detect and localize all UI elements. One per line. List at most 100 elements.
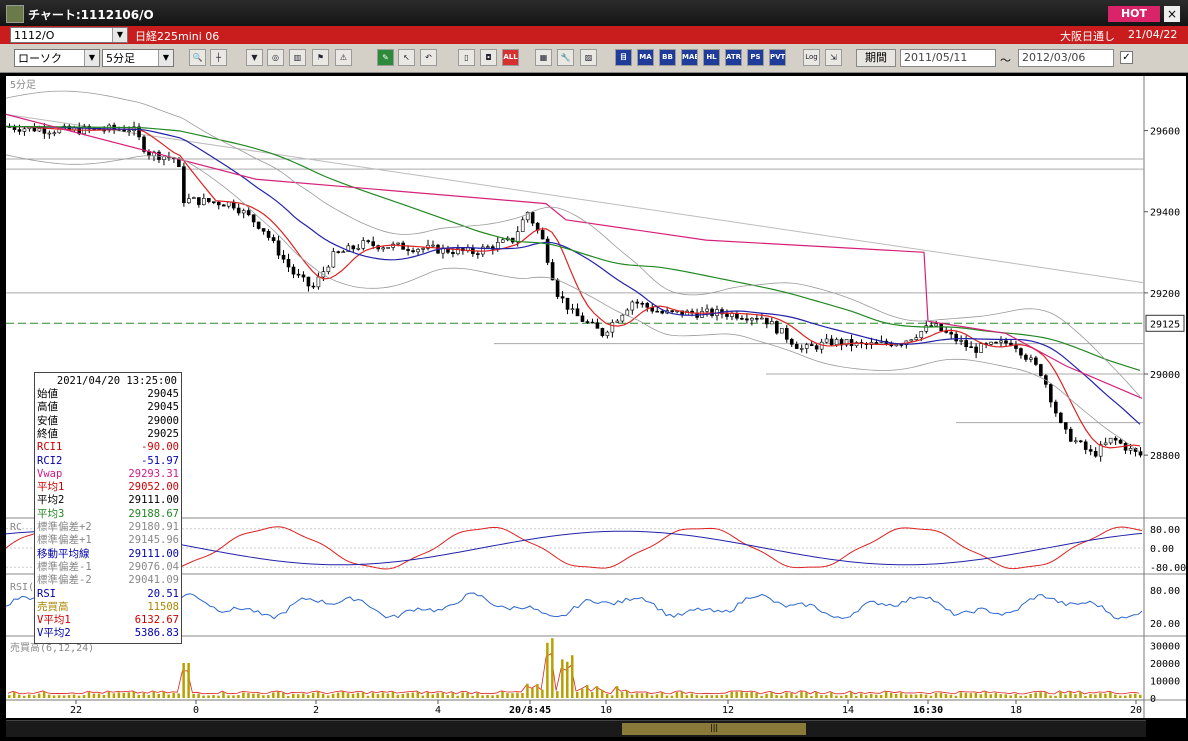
volume-bar [282,692,285,698]
all-button[interactable]: ALL [502,49,519,66]
candle-body [640,302,645,305]
candle-body [281,254,286,260]
candle-box-icon[interactable]: ▯ [458,49,475,66]
search-icon[interactable]: 🔍 [189,49,206,66]
candle-body [162,156,166,160]
volume-bar [122,692,126,698]
symbol-bar: 1112/O ▼ 日経225mini 06 大阪日通し 21/04/22 [0,26,1188,44]
indicator-pvt-button[interactable]: PVT [769,49,786,66]
chart-canvas[interactable]: 29600 29400 29200 29000 28800 29125 80.00 0.00 -… [5,76,1186,718]
volume-bar [655,694,659,698]
info-datetime: 2021/04/20 13:25:00 [56,375,177,387]
cursor-icon[interactable]: ↖ [398,49,415,66]
indicator-ps-button[interactable]: PS [747,49,764,66]
undo-icon[interactable]: ↶ [420,49,437,66]
volume-bar [605,693,609,698]
candle-body [336,251,341,253]
hot-button[interactable]: HOT [1108,6,1160,22]
close-button[interactable]: × [1164,6,1180,22]
palette-icon[interactable]: ▨ [580,49,597,66]
symbol-select[interactable]: 1112/O ▼ [10,27,128,43]
candle-body [804,344,809,349]
candle-body [1123,443,1128,451]
volume-bar [1099,693,1102,698]
indicator-ma-button[interactable]: MA [637,49,654,66]
export-icon[interactable]: ⇲ [825,49,842,66]
volume-bar [92,693,96,698]
flag-icon[interactable]: ⚑ [312,49,329,66]
volume-bar [964,692,968,698]
indicator-ichimoku-button[interactable]: 目 [615,49,632,66]
candle-body [386,247,390,249]
scrollbar-thumb[interactable] [622,723,806,735]
alert-icon[interactable]: ⚠ [335,49,352,66]
wrench-icon[interactable]: 🔧 [557,49,574,66]
volume-bar [566,661,569,698]
indicator-bb-button[interactable]: BB [659,49,676,66]
volume-bar [326,695,330,698]
volume-bar [640,693,644,698]
chart-area[interactable]: 29600 29400 29200 29000 28800 29125 80.00 0.00 -… [5,76,1186,718]
volume-bar [795,695,798,698]
rci1-line [5,525,1143,570]
pin-icon[interactable]: ▼ [246,49,263,66]
volume-bar [695,695,699,698]
period-button[interactable]: 期間 [856,49,896,67]
candle-body [999,340,1003,343]
timeframe-select[interactable]: 5分足 ▼ [102,49,174,67]
candle-body [969,346,973,348]
indicator-mae-button[interactable]: MAE [681,49,698,66]
pane-label: RC [10,522,22,533]
candle-dot-icon[interactable]: ◘ [480,49,497,66]
candle-body [849,339,854,347]
info-row-value: 29045 [147,401,179,414]
candle-body [914,337,919,340]
volume-bar [177,693,180,698]
zoom-icon[interactable]: ◎ [267,49,284,66]
volume-bar [311,692,315,698]
date-from-field[interactable]: 2011/05/11 [900,49,996,67]
candle-body [326,266,331,272]
volume-bar [516,692,519,698]
pencil-icon[interactable]: ✎ [377,49,394,66]
volume-bar [894,693,898,698]
indicator-hl-button[interactable]: HL [703,49,720,66]
candle-body [241,210,246,214]
crosshair-icon[interactable]: ┼ [210,49,227,66]
volume-bar [182,663,185,698]
chevron-down-icon[interactable]: ▼ [84,50,99,66]
info-row-value: 20.51 [147,587,179,600]
log-scale-button[interactable]: Log [803,49,820,66]
time-scrollbar[interactable]: ||| [6,720,1146,737]
bars-icon[interactable]: ▥ [289,49,306,66]
volume-bar [257,693,260,698]
scrollbar-grip-icon[interactable]: ||| [710,723,719,732]
volume-bar [994,692,998,698]
info-row-label: 移動平均線 [37,547,90,560]
chevron-down-icon[interactable]: ▼ [158,50,173,66]
volume-bar [222,692,225,698]
candle-body [954,333,958,342]
chart-type-select[interactable]: ローソク ▼ [14,49,100,67]
apply-checkbox[interactable]: ✓ [1120,51,1133,64]
rci-tick-label: 80.00 [1150,525,1180,536]
candle-body [799,348,804,350]
volume-bar [590,692,594,698]
time-tick-label: 0 [193,705,199,716]
candle-body [989,341,993,345]
volume-bar [112,693,116,698]
grid-icon[interactable]: ▦ [535,49,552,66]
rci-tick-label: -80.00 [1150,563,1186,574]
volume-bar [202,695,205,698]
volume-bar [730,691,733,698]
indicator-atr-button[interactable]: ATR [725,49,742,66]
info-row-label: RCI2 [37,454,63,467]
chevron-down-icon[interactable]: ▼ [112,28,127,42]
info-row-value: 29076.04 [128,560,179,573]
date-to-field[interactable]: 2012/03/06 [1018,49,1114,67]
info-row: 標準偏差-1 29076.04 [37,561,179,574]
info-row: 標準偏差+1 29145.96 [37,534,179,547]
info-row-value: 29188.67 [128,507,179,520]
candle-body [1034,357,1038,365]
candle-body [137,126,141,138]
